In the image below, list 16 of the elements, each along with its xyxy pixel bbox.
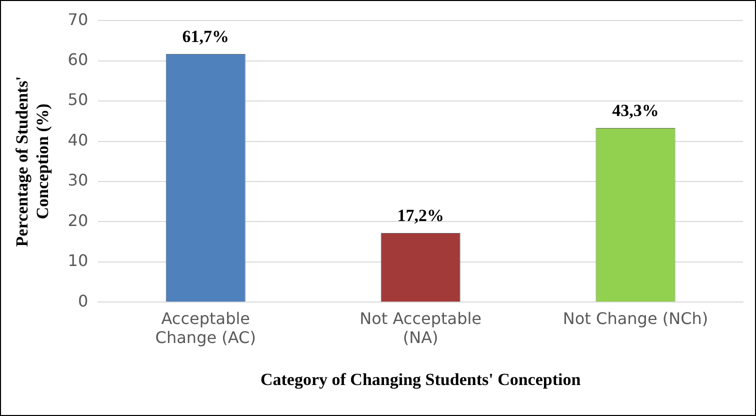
- data-label: 17,2%: [397, 206, 444, 225]
- x-tick-label: Not Change (NCh): [562, 308, 708, 328]
- y-tick-label: 10: [68, 251, 88, 270]
- y-tick-label: 60: [68, 50, 88, 69]
- y-tick-label: 70: [68, 10, 88, 29]
- y-tick-label: 50: [68, 90, 88, 110]
- y-tick-label: 30: [68, 170, 88, 190]
- x-tick-label: Not Acceptable (NA): [360, 308, 482, 348]
- y-tick-label: 20: [68, 210, 88, 230]
- y-tick-label: 0: [78, 291, 88, 310]
- x-tick-label: Acceptable Change (AC): [155, 308, 256, 348]
- data-label: 61,7%: [182, 26, 230, 46]
- data-label: 43,3%: [612, 100, 659, 120]
- y-axis-title: Percentage of Students' Conception (%): [12, 76, 52, 247]
- x-axis-title: Category of Changing Students' Conception: [260, 370, 582, 390]
- y-tick-label: 40: [68, 130, 88, 150]
